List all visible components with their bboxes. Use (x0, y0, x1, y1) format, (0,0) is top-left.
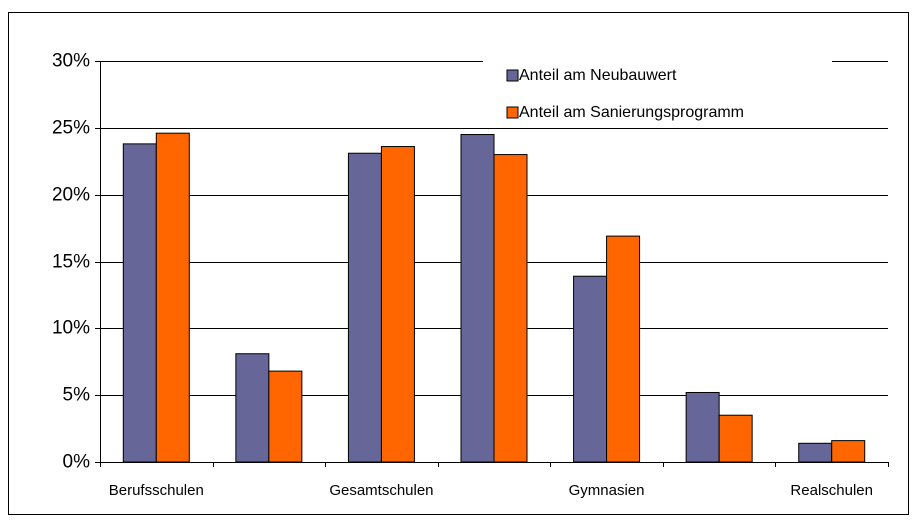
bar (798, 442, 833, 463)
bar (268, 370, 303, 463)
legend-box (483, 55, 832, 128)
y-tick-label: 15% (52, 252, 90, 273)
x-tick-label: Realschulen (790, 482, 873, 499)
y-tick-label: 10% (52, 318, 90, 339)
bar (493, 154, 528, 463)
bar (347, 152, 382, 463)
bar (380, 146, 415, 463)
y-tick-label: 25% (52, 118, 90, 139)
y-tick-label: 30% (52, 51, 90, 72)
legend-swatch (506, 106, 519, 119)
bar (573, 275, 608, 463)
bar (155, 132, 190, 463)
x-tick-label: Berufsschulen (109, 482, 204, 499)
legend-swatch (506, 69, 519, 82)
bar (460, 134, 495, 463)
bar (831, 440, 866, 463)
bar (235, 353, 270, 463)
y-tick-label: 5% (63, 385, 91, 406)
bar (122, 143, 157, 463)
bar (606, 235, 641, 463)
x-tick-label: Gesamtschulen (329, 482, 433, 499)
legend-label: Anteil am Sanierungsprogramm (519, 104, 744, 121)
bar (718, 414, 753, 463)
x-tick-label: Gymnasien (569, 482, 645, 499)
bar (685, 391, 720, 463)
y-tick-label: 0% (63, 452, 91, 473)
y-tick-label: 20% (52, 185, 90, 206)
legend-label: Anteil am Neubauwert (519, 67, 677, 84)
